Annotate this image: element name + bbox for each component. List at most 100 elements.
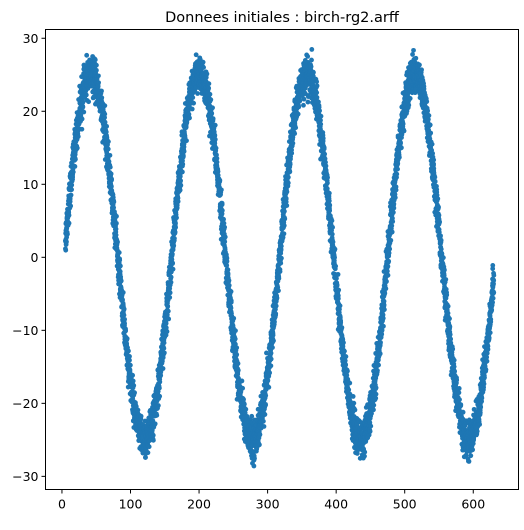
scatter-point — [80, 99, 86, 105]
scatter-point — [388, 237, 394, 243]
scatter-point — [325, 175, 330, 180]
scatter-point — [373, 391, 379, 397]
scatter-point — [171, 243, 177, 249]
scatter-point — [170, 261, 176, 266]
scatter-point — [107, 152, 113, 158]
scatter-point — [362, 453, 367, 459]
scatter-point — [278, 243, 284, 249]
scatter-point — [262, 412, 268, 417]
scatter-point — [102, 103, 108, 109]
scatter-point — [122, 316, 128, 322]
scatter-point — [257, 442, 262, 448]
scatter-point — [166, 316, 172, 322]
scatter-point — [375, 368, 380, 373]
scatter-point — [115, 239, 120, 245]
scatter-point — [410, 52, 415, 57]
scatter-point — [167, 295, 173, 300]
scatter-point — [282, 216, 288, 222]
scatter-point — [172, 229, 178, 235]
scatter-point — [120, 290, 126, 295]
scatter-point — [393, 184, 399, 190]
scatter-point — [296, 104, 302, 110]
scatter-point — [273, 312, 279, 318]
scatter-point — [109, 176, 114, 182]
scatter-point — [214, 156, 220, 161]
scatter-point — [381, 323, 386, 329]
scatter-point — [390, 210, 396, 215]
scatter-point — [337, 303, 343, 309]
scatter-point — [158, 373, 164, 378]
scatter-point — [342, 348, 347, 354]
scatter-point — [126, 348, 131, 354]
scatter-point — [318, 121, 324, 127]
scatter-point — [335, 272, 341, 277]
scatter-point — [179, 169, 185, 175]
scatter-point — [235, 367, 241, 373]
scatter-point — [384, 279, 389, 284]
scatter-point — [314, 90, 320, 96]
scatter-point — [107, 164, 113, 170]
scatter-point — [327, 208, 333, 213]
scatter-point — [72, 164, 78, 169]
scatter-point — [301, 96, 307, 102]
scatter-point — [181, 148, 187, 154]
scatter-point — [225, 267, 231, 273]
scatter-point — [320, 135, 326, 141]
scatter-point — [189, 106, 195, 112]
scatter-point — [213, 145, 219, 151]
scatter-point — [276, 288, 281, 294]
scatter-point — [326, 198, 332, 204]
scatter-point — [219, 208, 225, 213]
scatter-point — [387, 246, 393, 252]
scatter-point — [212, 132, 218, 138]
scatter-point — [173, 224, 179, 230]
scatter-point — [266, 384, 272, 390]
scatter-point — [130, 372, 136, 378]
scatter-point — [111, 199, 117, 205]
scatter-point — [132, 390, 137, 396]
scatter-point — [70, 174, 76, 180]
scatter-point — [234, 345, 240, 351]
scatter-point — [284, 203, 290, 208]
scatter-point — [345, 368, 350, 374]
scatter-point — [212, 136, 218, 142]
scatter-point — [130, 378, 136, 384]
scatter-point — [96, 80, 101, 86]
scatter-point — [343, 354, 349, 359]
scatter-point — [195, 91, 200, 96]
scatter-point — [86, 99, 92, 105]
scatter-point — [239, 378, 245, 384]
scatter-point — [401, 128, 407, 134]
scatter-point — [203, 75, 209, 80]
scatter-point — [238, 389, 244, 395]
scatter-point — [277, 269, 283, 274]
scatter-point — [67, 199, 73, 205]
scatter-point — [333, 263, 339, 269]
scatter-point — [390, 219, 396, 224]
scatter-point — [314, 95, 320, 100]
scatter-point — [339, 325, 345, 331]
scatter-point — [209, 110, 215, 116]
scatter-point — [219, 202, 225, 207]
scatter-point — [84, 52, 90, 58]
scatter-point — [385, 272, 391, 278]
scatter-point — [165, 304, 171, 309]
scatter-point — [224, 263, 230, 268]
scatter-point — [117, 269, 123, 274]
scatter-point — [376, 362, 381, 368]
scatter-point — [156, 385, 162, 391]
scatter-point — [92, 57, 98, 63]
scatter-point — [155, 403, 161, 408]
scatter-point — [378, 340, 383, 345]
scatter-point — [317, 108, 322, 114]
scatter-point — [63, 247, 69, 253]
scatter-point — [389, 229, 395, 235]
scatter-point — [251, 463, 257, 469]
scatter-points — [63, 47, 497, 469]
scatter-point — [114, 213, 119, 219]
scatter-point — [381, 298, 387, 304]
scatter-point — [285, 174, 291, 180]
scatter-point — [222, 224, 228, 230]
